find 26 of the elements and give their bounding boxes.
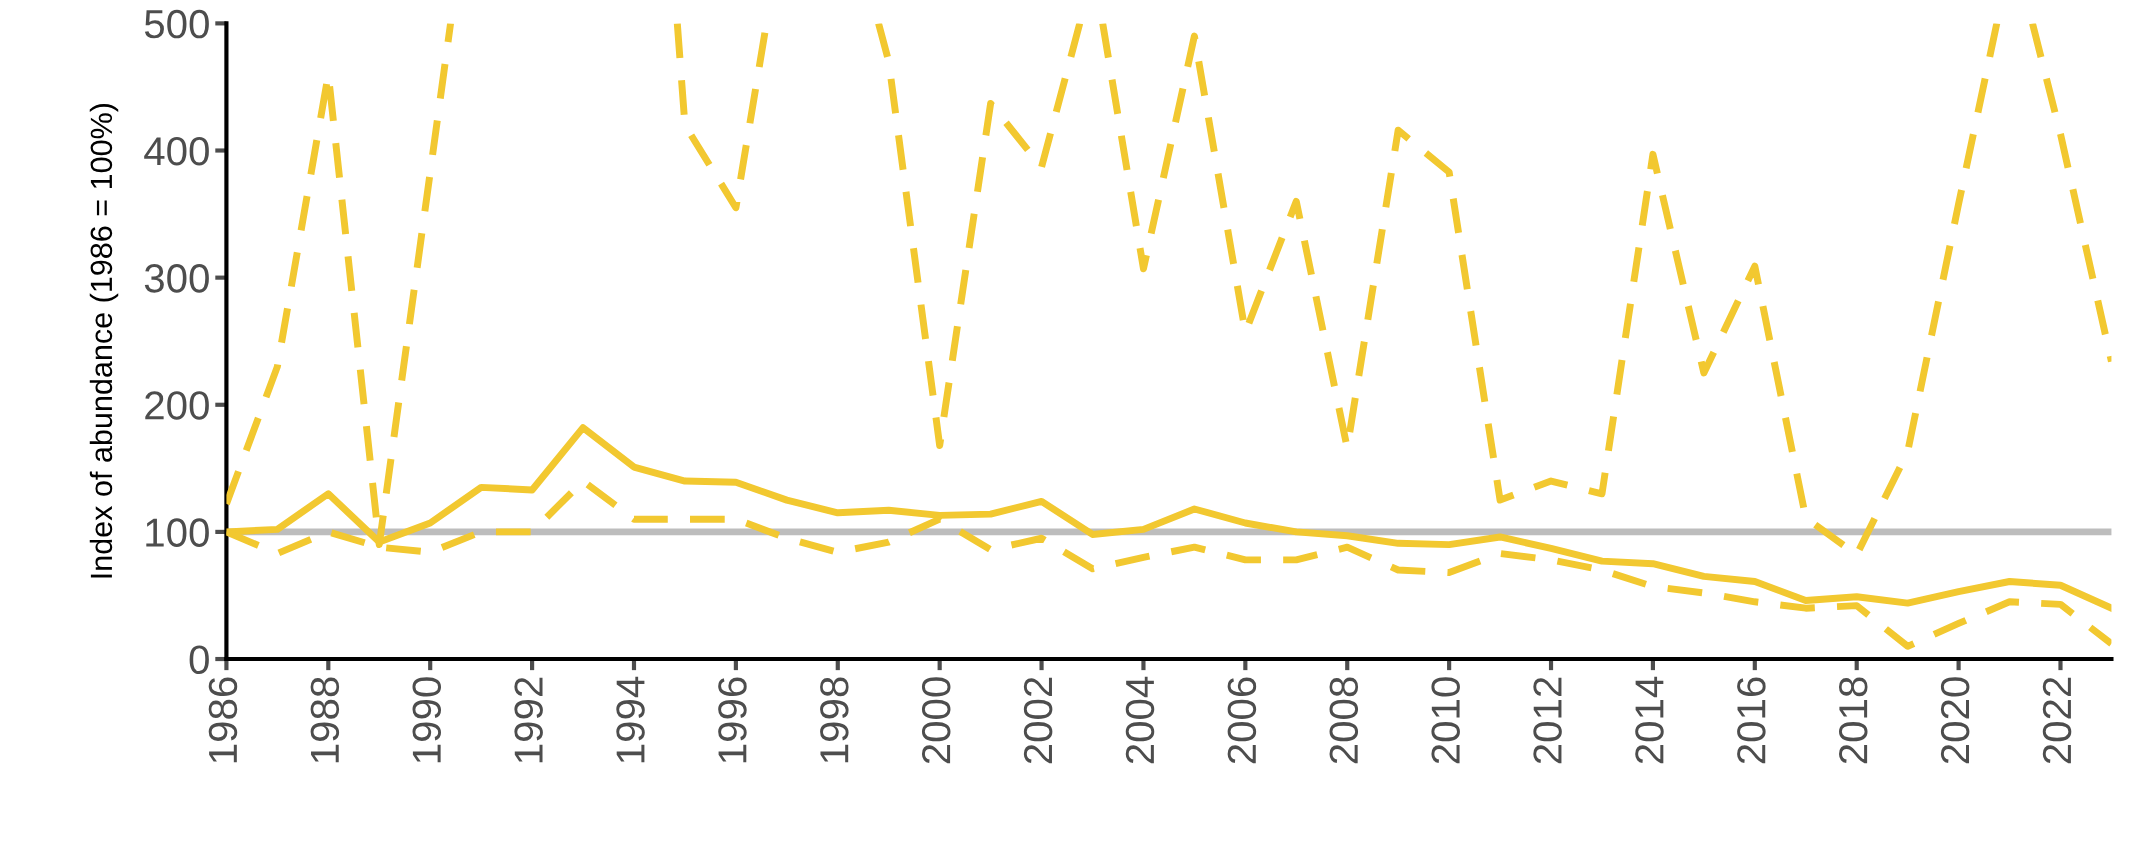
- x-tick-label: 1992: [514, 677, 543, 763]
- x-tick-label: 2014: [1635, 676, 1664, 764]
- x-tick-label: 1988: [310, 677, 340, 763]
- x-tick-label: 2012: [1533, 677, 1562, 764]
- y-tick-label: 500: [144, 9, 209, 39]
- y-tick-label: 200: [145, 391, 209, 420]
- x-tick-label: 2008: [1329, 677, 1359, 764]
- x-tick-label: 1994: [616, 676, 645, 763]
- x-tick-label: 2000: [921, 677, 951, 764]
- x-tick-label: 1986: [208, 677, 238, 763]
- x-tick-label: 1990: [412, 677, 442, 763]
- x-tick-label: 2016: [1737, 677, 1766, 764]
- x-tick-label: 1996: [718, 677, 747, 763]
- x-tick-label: 2002: [1023, 677, 1053, 764]
- x-tick-label: 1998: [820, 677, 849, 763]
- y-tick-label: 400: [144, 136, 209, 166]
- y-tick-label: 0: [189, 645, 209, 675]
- x-tick-label: 2022: [2042, 677, 2072, 764]
- x-tick-label: 2020: [1940, 677, 1970, 764]
- y-tick-label: 300: [144, 264, 209, 293]
- x-tick-label: 2004: [1125, 676, 1155, 764]
- y-axis-title: Index of abundance (1986 = 100%): [89, 103, 119, 578]
- x-tick-label: 2006: [1227, 677, 1257, 764]
- y-tick-label: 100: [146, 518, 209, 547]
- x-tick-label: 2018: [1838, 677, 1868, 764]
- x-tick-label: 2010: [1431, 677, 1460, 764]
